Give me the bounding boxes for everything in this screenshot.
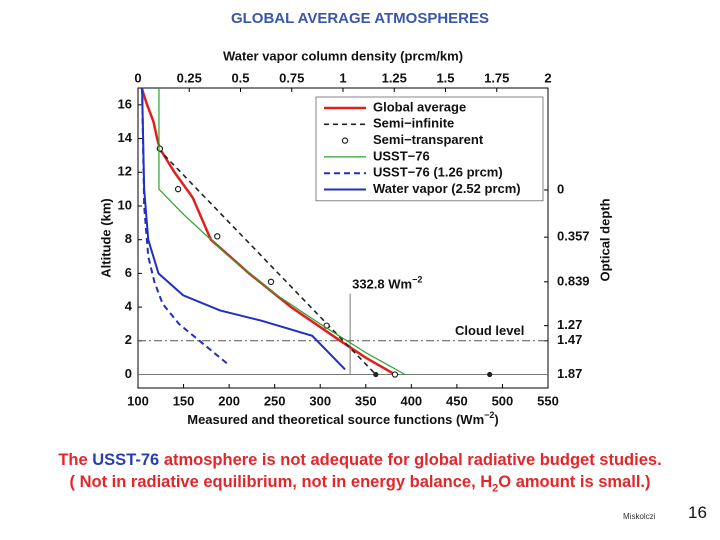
caption-subscript: 2 (492, 482, 499, 495)
legend-label: USST−76 (1.26 prcm) (373, 165, 503, 180)
cloud-level-label: Cloud level (455, 323, 524, 338)
data-point (391, 371, 399, 378)
data-point (214, 233, 221, 240)
legend-label: Semi−infinite (373, 116, 454, 131)
series-line (140, 87, 396, 376)
x2-tick-label: 1.5 (436, 70, 454, 85)
caption-text: ( Not in radiative equilibrium, not in e… (69, 473, 493, 491)
y-tick-label: 12 (118, 164, 132, 179)
x-tick-label: 200 (218, 393, 240, 408)
legend-label: USST−76 (373, 148, 430, 163)
caption-text: The (58, 451, 88, 469)
x-tick-label: 500 (492, 393, 514, 408)
series-line (141, 87, 346, 371)
y-tick-label: 10 (118, 197, 132, 212)
series-line (158, 88, 406, 376)
legend-label: Semi−transparent (373, 132, 484, 147)
y-axis-label: Altitude (km) (98, 198, 113, 277)
data-point (267, 278, 275, 286)
x2-tick-label: 1 (339, 70, 346, 85)
y2-tick-label: 1.27 (557, 317, 582, 332)
legend-box (315, 96, 544, 202)
x-tick-label: 400 (400, 393, 422, 408)
y-tick-label: 14 (118, 130, 133, 145)
y2-tick-label: 1.87 (557, 366, 582, 381)
x-axis-label: Measured and theoretical source function… (187, 410, 499, 427)
x-tick-label: 450 (446, 393, 468, 408)
x-axis-label-part: ) (494, 412, 498, 427)
flux-label-sup: −2 (412, 275, 422, 285)
y2-axis-label: Optical depth (597, 198, 612, 281)
data-point (156, 145, 164, 152)
x-tick-label: 100 (127, 393, 149, 408)
caption-text: atmosphere is not adequate for global ra… (163, 451, 662, 469)
footer-author: Miskolczi (623, 512, 656, 521)
x2-tick-label: 2 (544, 70, 551, 85)
legend-swatch (341, 137, 349, 144)
end-point (373, 371, 379, 378)
y-tick-label: 6 (125, 265, 132, 280)
y-tick-label: 4 (125, 299, 133, 314)
page-number: 16 (688, 503, 707, 522)
x2-tick-label: 0 (134, 70, 141, 85)
x-tick-label: 150 (173, 393, 195, 408)
y2-tick-label: 0 (557, 181, 564, 196)
caption-line: ( Not in radiative equilibrium, not in e… (0, 473, 720, 494)
x2-tick-label: 0.5 (231, 70, 249, 85)
x-tick-label: 300 (309, 393, 331, 408)
y2-tick-label: 0.839 (557, 273, 590, 288)
y2-tick-label: 1.47 (557, 332, 582, 347)
caption-line: The USST-76 atmosphere is not adequate f… (0, 451, 720, 470)
caption-text: O amount is small.) (498, 473, 651, 491)
y-tick-label: 16 (118, 96, 132, 111)
x-tick-label: 550 (537, 393, 559, 408)
legend-label: Water vapor (2.52 prcm) (373, 181, 521, 196)
y-tick-label: 0 (125, 366, 132, 381)
x-axis-label-sup: −2 (484, 410, 494, 420)
slide-title: GLOBAL AVERAGE ATMOSPHERES (230, 10, 490, 27)
y2-tick-label: 0.357 (557, 229, 590, 244)
x-tick-label: 250 (264, 393, 286, 408)
series-line (157, 148, 377, 376)
x2-tick-label: 0.75 (279, 70, 304, 85)
data-point (174, 185, 182, 193)
caption-highlight: USST-76 (92, 451, 160, 469)
x-axis-label-part: Measured and theoretical source function… (187, 412, 484, 427)
x2-tick-label: 0.25 (177, 70, 202, 85)
flux-label-text: 332.8 Wm (352, 277, 412, 292)
x2-tick-label: 1.25 (382, 70, 407, 85)
y-tick-label: 2 (125, 332, 132, 347)
x2-tick-label: 1.75 (484, 70, 509, 85)
x-tick-label: 350 (355, 393, 377, 408)
flux-label: 332.8 Wm−2 (352, 275, 422, 292)
legend-label: Global average (373, 99, 466, 114)
x2-axis-label: Water vapor column density (prcm/km) (223, 48, 463, 63)
end-point (487, 371, 493, 378)
y-tick-label: 8 (125, 231, 132, 246)
